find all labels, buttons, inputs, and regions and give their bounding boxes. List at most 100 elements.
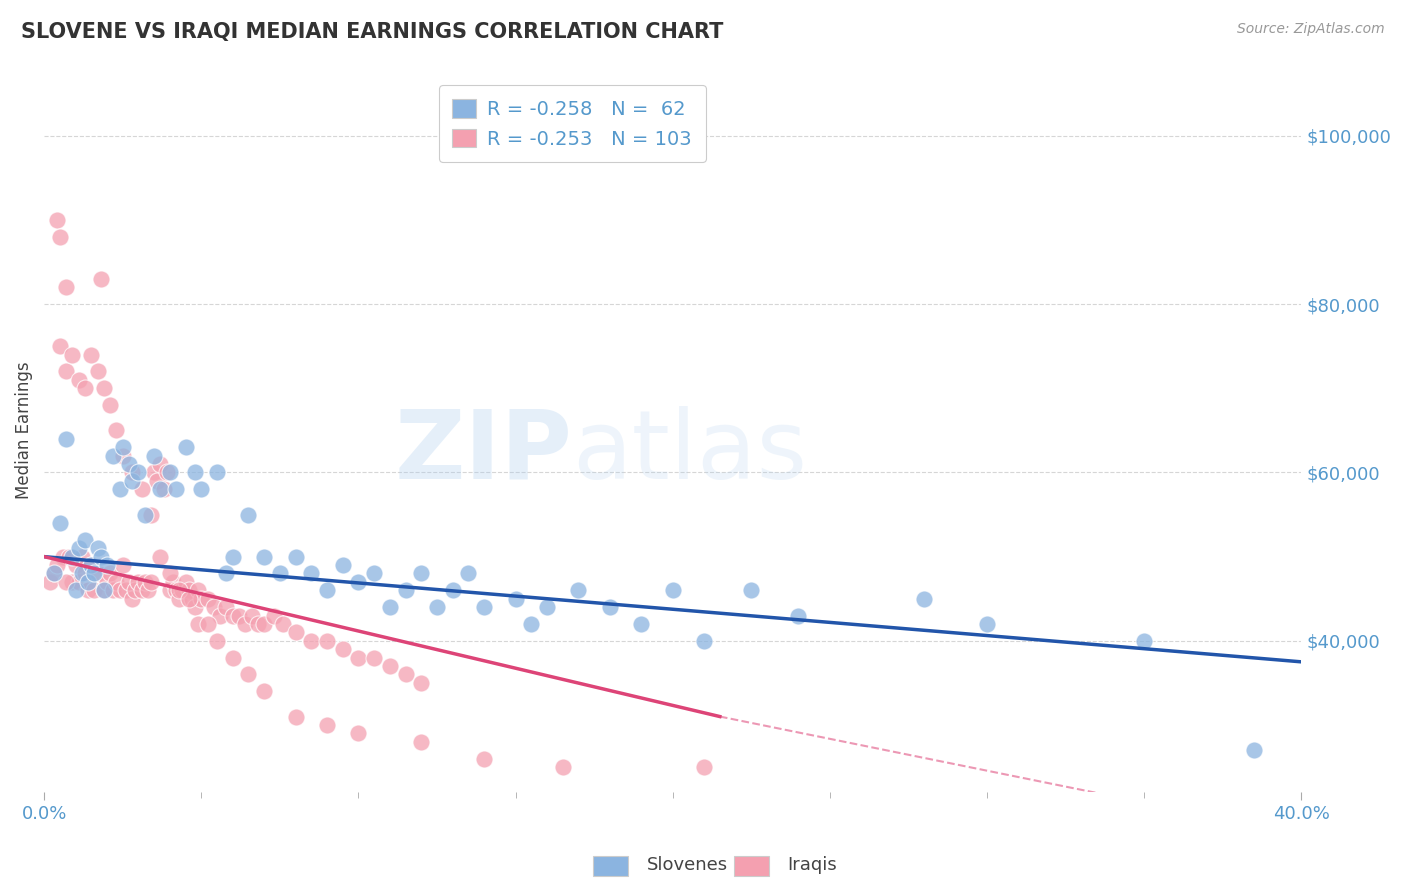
Point [174,440,197,454]
Point [180,591,202,606]
Point [98,398,121,412]
Point [221,549,243,564]
Point [118,574,141,589]
Point [316,583,339,598]
Point [80,558,103,572]
Point [152,483,174,497]
Point [67,541,90,556]
Point [190,591,212,606]
Point [52,549,75,564]
Point [599,600,621,615]
Point [172,583,194,598]
Point [332,642,354,657]
Point [42,566,65,581]
Point [159,583,181,598]
Point [284,625,307,640]
Point [134,574,156,589]
Point [111,558,134,572]
Point [238,508,260,522]
Point [90,272,112,286]
Point [316,718,339,732]
Point [184,466,207,480]
Point [190,483,212,497]
Point [505,591,527,606]
Point [394,583,416,598]
Point [411,676,433,690]
Point [156,466,179,480]
Text: SLOVENE VS IRAQI MEDIAN EARNINGS CORRELATION CHART: SLOVENE VS IRAQI MEDIAN EARNINGS CORRELA… [21,22,724,42]
Point [93,583,115,598]
Point [60,574,83,589]
Point [139,574,162,589]
Point [457,566,479,581]
Point [209,608,232,623]
Point [131,583,153,598]
Point [363,566,385,581]
Point [108,583,131,598]
Point [347,650,370,665]
Point [184,600,207,615]
Point [77,574,100,589]
Point [96,574,118,589]
Point [90,549,112,564]
Point [238,667,260,681]
Point [146,474,169,488]
Point [149,457,172,471]
Point [197,591,219,606]
Point [1133,633,1156,648]
Point [284,549,307,564]
Point [177,591,200,606]
Point [472,600,495,615]
Point [121,466,143,480]
Point [1243,743,1265,757]
Y-axis label: Median Earnings: Median Earnings [15,361,32,500]
Point [149,483,172,497]
Point [121,474,143,488]
Point [567,583,589,598]
Point [67,574,90,589]
Point [93,583,115,598]
Point [165,483,187,497]
Point [347,726,370,740]
Point [42,566,65,581]
Point [118,457,141,471]
Point [108,483,131,497]
Point [86,364,108,378]
Point [240,608,263,623]
Point [49,339,72,353]
Point [67,373,90,387]
Point [127,466,149,480]
Point [174,574,197,589]
Point [55,280,77,294]
Point [271,617,294,632]
Point [693,760,716,774]
Point [60,549,83,564]
Point [165,583,187,598]
Point [105,424,128,438]
Point [55,364,77,378]
Point [70,566,93,581]
Point [143,449,166,463]
Point [70,549,93,564]
Point [103,583,125,598]
Point [520,617,543,632]
Point [114,583,136,598]
Point [167,591,190,606]
Point [136,583,159,598]
Text: ZIP: ZIP [394,406,572,499]
Point [378,659,401,673]
Point [215,600,238,615]
Point [221,650,243,665]
Point [139,508,162,522]
Point [86,566,108,581]
Point [394,667,416,681]
Point [111,440,134,454]
Point [363,650,385,665]
Point [912,591,935,606]
Point [45,213,67,227]
Point [263,608,285,623]
Point [347,574,370,589]
Point [787,608,810,623]
Point [332,558,354,572]
Point [177,583,200,598]
